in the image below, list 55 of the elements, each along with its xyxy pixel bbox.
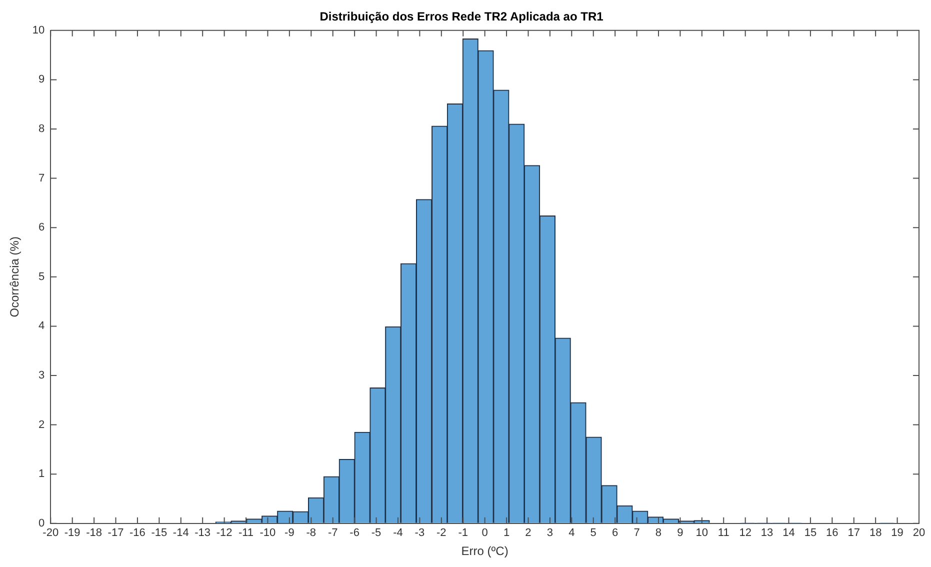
x-tick-label: 6 <box>612 527 618 540</box>
x-tick-label: -2 <box>436 527 446 540</box>
x-tick-label: -13 <box>194 527 211 540</box>
x-tick-label: -12 <box>216 527 232 540</box>
x-axis-title: Erro (ºC) <box>461 544 508 558</box>
x-tick-label: 15 <box>804 527 817 540</box>
x-tick-label: -18 <box>86 527 102 540</box>
y-axis-title: Ocorrência (%) <box>8 236 22 318</box>
x-tick-label: 12 <box>739 527 752 540</box>
x-tick-label: 8 <box>655 527 662 540</box>
x-tick-label: 18 <box>869 527 882 540</box>
y-tick-label: 4 <box>38 320 45 332</box>
x-tick-label: -14 <box>172 527 189 540</box>
x-tick-label: 20 <box>912 527 926 540</box>
y-tick-label: 5 <box>38 270 45 283</box>
x-tick-label: 14 <box>782 527 795 540</box>
x-tick-label: -8 <box>306 527 316 540</box>
x-tick-label: 13 <box>760 527 774 540</box>
x-tick-label: 2 <box>525 527 532 540</box>
x-tick-label: -1 <box>458 527 468 540</box>
x-tick-label: 11 <box>718 527 730 540</box>
x-tick-label: 5 <box>590 527 596 540</box>
x-tick-label: 3 <box>546 527 554 540</box>
x-tick-label: -7 <box>328 527 338 540</box>
x-tick-label: -4 <box>393 527 403 540</box>
x-tick-label: -17 <box>108 527 124 540</box>
x-tick-label: 9 <box>677 527 684 540</box>
y-tick-label: 7 <box>38 172 45 184</box>
x-tick-label: -19 <box>64 527 80 540</box>
x-tick-label: -5 <box>371 527 382 540</box>
y-tick-label: 0 <box>38 517 45 530</box>
x-tick-label: 10 <box>696 527 708 540</box>
x-tick-label: 17 <box>848 527 860 540</box>
x-tick-label: 1 <box>503 527 510 540</box>
y-tick-label: 2 <box>38 418 45 431</box>
x-tick-label: -16 <box>130 527 146 540</box>
y-tick-label: 6 <box>38 222 45 234</box>
x-tick-label: -6 <box>350 527 360 540</box>
x-tick-label: 0 <box>482 527 488 540</box>
x-tick-label: -3 <box>414 527 425 540</box>
y-tick-label: 8 <box>38 123 45 136</box>
x-tick-label: 19 <box>891 527 904 540</box>
x-tick-label: -11 <box>238 527 254 540</box>
x-tick-label: -15 <box>151 527 168 540</box>
y-tick-label: 9 <box>38 74 45 86</box>
y-tick-label: 10 <box>32 24 45 36</box>
x-tick-label: 4 <box>568 527 575 540</box>
y-tick-label: 1 <box>38 468 45 480</box>
x-tick-label: 7 <box>634 527 640 540</box>
x-tick-label: 16 <box>826 527 838 540</box>
x-tick-label: -20 <box>42 527 59 540</box>
x-tick-label: -10 <box>260 527 276 540</box>
y-tick-label: 3 <box>38 370 45 382</box>
x-tick-label: -9 <box>284 527 294 540</box>
chart-title: Distribuição dos Erros Rede TR2 Aplicada ao TR1 <box>320 10 604 24</box>
